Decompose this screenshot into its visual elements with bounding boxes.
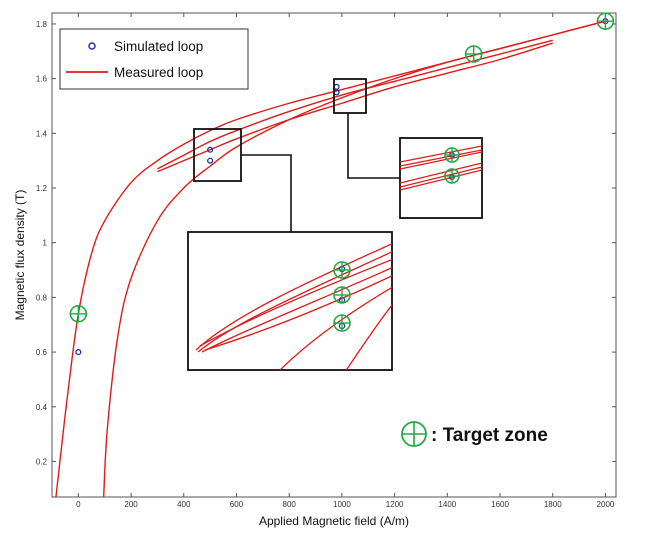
target-zone-annotation: : Target zone — [401, 421, 548, 447]
x-tick-label: 0 — [76, 500, 81, 509]
simulated-point — [75, 349, 82, 356]
x-tick-label: 1800 — [544, 500, 562, 509]
inset-target-marker — [444, 147, 460, 163]
simulated-point — [207, 157, 214, 164]
legend: Simulated loop Measured loop — [59, 28, 249, 90]
y-tick-label: 0.2 — [36, 457, 48, 466]
legend-label-measured: Measured loop — [114, 65, 203, 80]
x-tick-label: 200 — [124, 500, 138, 509]
inset-small-curves — [400, 145, 482, 191]
y-tick-label: 1.8 — [36, 20, 48, 29]
target-zone-marker — [69, 304, 88, 323]
inset-target-marker — [333, 286, 351, 304]
zoom-indicators — [193, 78, 400, 232]
x-axis-label: Applied Magnetic field (A/m) — [259, 514, 409, 528]
inset-large-markers — [333, 261, 351, 332]
y-tick-label: 1.2 — [36, 184, 48, 193]
target-zone-marker — [464, 45, 483, 63]
inset-target-marker — [444, 168, 460, 184]
x-axis-ticks: 0 200 400 600 800 1000 1200 1400 1600 1800 2000 — [76, 13, 615, 509]
inset-large-frame — [187, 231, 393, 371]
inset-small-markers — [444, 147, 460, 184]
x-tick-label: 800 — [283, 500, 297, 509]
inset-target-marker — [333, 314, 351, 332]
target-zone-label: : Target zone — [431, 425, 548, 446]
legend-label-simulated: Simulated loop — [114, 39, 203, 54]
x-tick-label: 2000 — [597, 500, 615, 509]
legend-simulated-symbol — [88, 42, 96, 50]
y-tick-label: 0.8 — [36, 293, 48, 302]
x-tick-label: 1200 — [386, 500, 404, 509]
x-tick-label: 1400 — [438, 500, 456, 509]
y-tick-label: 1.6 — [36, 75, 48, 84]
x-tick-label: 400 — [177, 500, 191, 509]
simulated-point — [207, 146, 214, 153]
zoom-inset-large — [187, 231, 393, 371]
inset-target-marker — [333, 261, 351, 279]
zoom-box-2 — [333, 78, 367, 114]
measured-loop-branch — [157, 42, 553, 173]
target-zone-markers — [69, 12, 615, 323]
legend-box — [59, 28, 249, 90]
y-axis-label: Magnetic flux density (T) — [13, 190, 27, 321]
inset-small-frame — [399, 137, 483, 219]
y-tick-label: 0.6 — [36, 348, 48, 357]
zoom-connector-1 — [241, 154, 292, 232]
y-tick-label: 0.4 — [36, 403, 48, 412]
inset-large-curves — [195, 243, 392, 370]
y-tick-label: 1.4 — [36, 129, 48, 138]
x-tick-label: 1600 — [491, 500, 509, 509]
zoom-inset-small — [399, 137, 483, 219]
zoom-connector-2 — [347, 113, 400, 179]
y-tick-label: 1 — [43, 239, 48, 248]
target-zone-marker — [596, 12, 615, 31]
x-tick-label: 1000 — [333, 500, 351, 509]
x-tick-label: 600 — [230, 500, 244, 509]
y-axis-ticks: 0.2 0.4 0.6 0.8 1 1.2 1.4 1.6 1.8 — [36, 20, 616, 466]
